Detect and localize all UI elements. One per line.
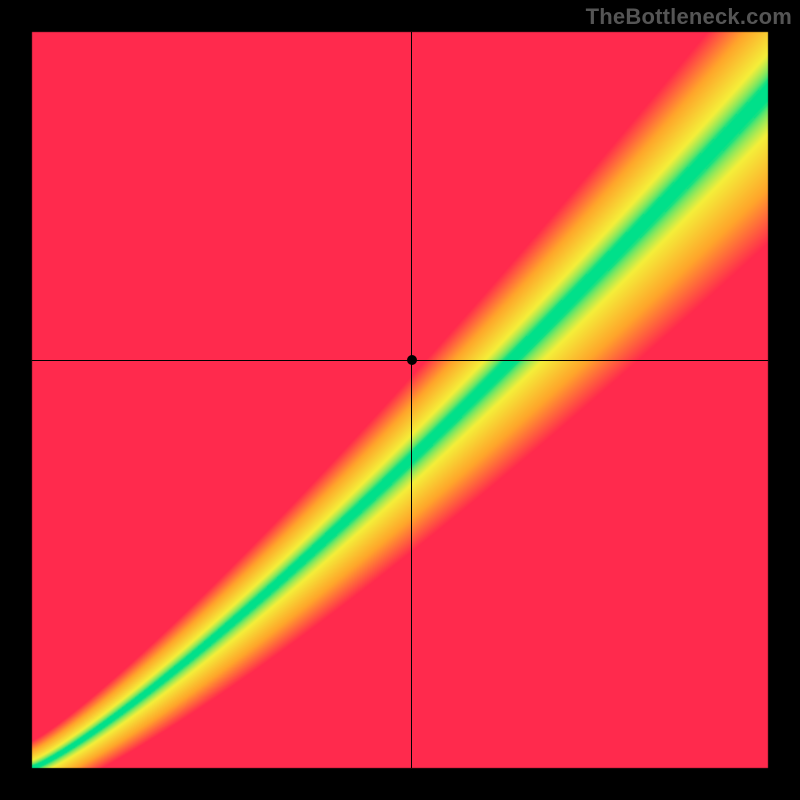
watermark-text: TheBottleneck.com: [586, 4, 792, 30]
crosshair-intersection-marker: [407, 355, 417, 365]
chart-container: TheBottleneck.com: [0, 0, 800, 800]
crosshair-vertical: [411, 32, 412, 768]
bottleneck-heatmap: [0, 0, 800, 800]
crosshair-horizontal: [32, 360, 768, 361]
